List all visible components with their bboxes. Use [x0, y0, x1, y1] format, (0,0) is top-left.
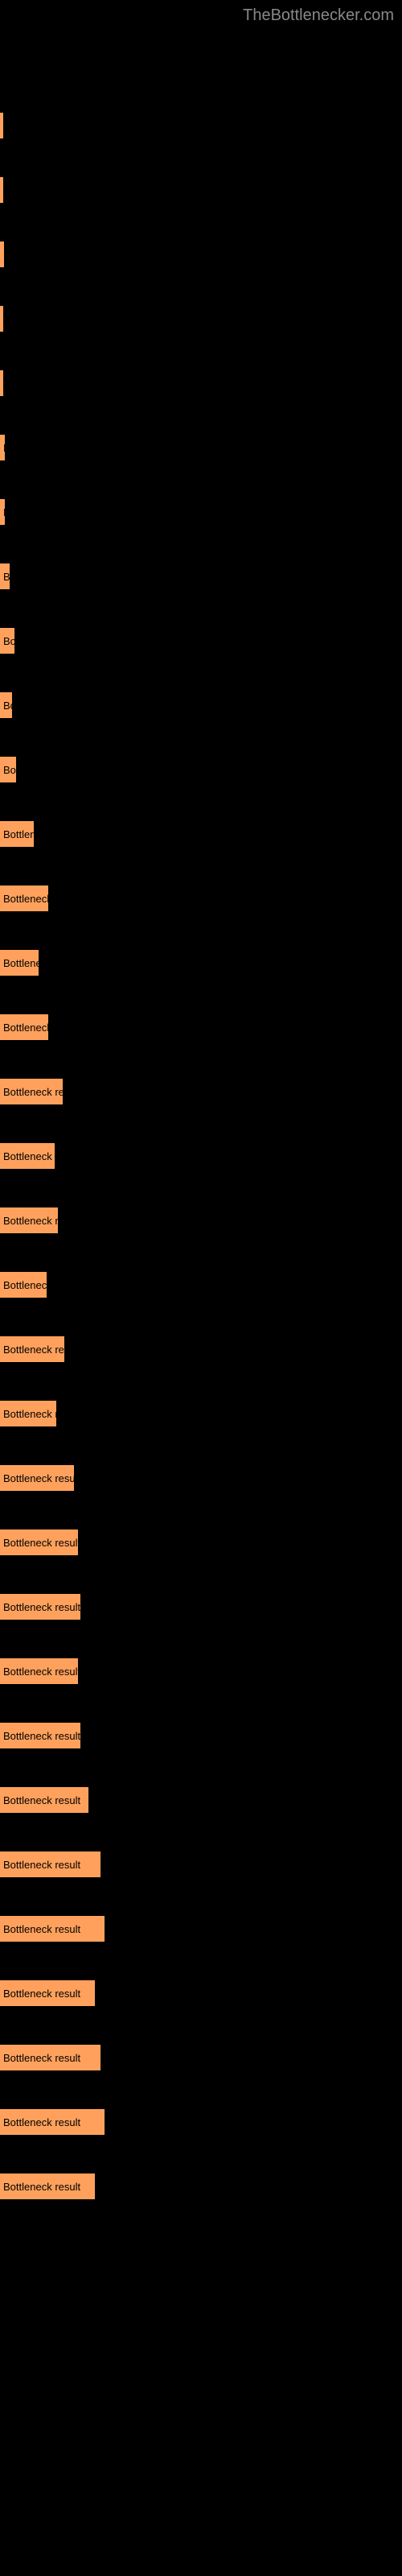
- bar-label: Bot: [3, 764, 16, 776]
- bar-row: Bottleneck result: [0, 1852, 402, 1877]
- chart-bar: Bottleneck result: [0, 1787, 88, 1813]
- chart-bar: Bottleneck result: [0, 2174, 95, 2199]
- bar-row: Bottleneck re: [0, 1014, 402, 1040]
- bar-label: E: [3, 506, 5, 518]
- chart-bar: Bottleneck result: [0, 1594, 80, 1620]
- bar-label: Bo: [3, 700, 12, 712]
- bar-label: Bot: [3, 635, 14, 647]
- bar-label: B: [3, 249, 4, 261]
- bar-row: Bottleneck result: [0, 1658, 402, 1684]
- bar-row: Bottleneck result: [0, 1916, 402, 1942]
- chart-bar: Bottleneck r: [0, 1272, 47, 1298]
- bar-label: Bottleneck result: [3, 1794, 80, 1806]
- chart-bar: [0, 370, 3, 396]
- bar-row: Bottleneck result: [0, 1336, 402, 1362]
- bar-row: Bottleneck re: [0, 886, 402, 911]
- chart-bar: [0, 113, 3, 138]
- bar-row: B: [0, 242, 402, 267]
- bar-label: Bottleneck re: [3, 1022, 48, 1034]
- chart-bar: Bottleneck result: [0, 1916, 105, 1942]
- chart-bar: Bottleneck re: [0, 886, 48, 911]
- bar-row: Bottleneck result: [0, 2109, 402, 2135]
- chart-bar: Bottleneck re: [0, 1014, 48, 1040]
- chart-bar: Bo: [0, 564, 10, 589]
- bar-row: Bottleneck resu: [0, 1208, 402, 1233]
- chart-bar: B: [0, 242, 4, 267]
- bar-row: Bottleneck result: [0, 1530, 402, 1555]
- bar-label: Bottleneck result: [3, 1730, 80, 1742]
- bar-row: Bottleneck result: [0, 1980, 402, 2006]
- bar-row: Bottleneck result: [0, 2174, 402, 2199]
- bar-row: Bottleneck r: [0, 1272, 402, 1298]
- chart-bar: Bot: [0, 757, 16, 782]
- bar-label: Bottlene: [3, 828, 34, 840]
- chart-bar: Bottleneck result: [0, 1079, 63, 1104]
- bar-chart: B E E Bo Bot Bo Bot Bottlene Bottleneck re Bottle…: [0, 0, 402, 2199]
- chart-bar: Bottleneck result: [0, 1852, 100, 1877]
- bar-row: [0, 177, 402, 203]
- chart-bar: Bottlene: [0, 821, 34, 847]
- bar-row: [0, 370, 402, 396]
- chart-bar: Bottleneck result: [0, 1658, 78, 1684]
- bar-row: Bottleneck result: [0, 2045, 402, 2070]
- bar-row: Bot: [0, 757, 402, 782]
- chart-bar: Bottlenec: [0, 950, 39, 976]
- watermark-text: TheBottlenecker.com: [243, 6, 394, 25]
- bar-row: Bottlenec: [0, 950, 402, 976]
- chart-bar: Bottleneck result: [0, 1465, 74, 1491]
- bar-label: Bottleneck result: [3, 1472, 74, 1484]
- bar-row: Bottleneck result: [0, 1465, 402, 1491]
- bar-label: Bottleneck re: [3, 893, 48, 905]
- bar-label: Bottleneck result: [3, 2181, 80, 2193]
- chart-bar: E: [0, 499, 5, 525]
- bar-label: Bottleneck r: [3, 1279, 47, 1291]
- bar-label: Bottleneck result: [3, 2116, 80, 2128]
- bar-label: Bottleneck result: [3, 1666, 78, 1678]
- bar-label: Bottleneck result: [3, 1923, 80, 1935]
- bar-label: Bottleneck res: [3, 1150, 55, 1162]
- bar-label: Bottleneck result: [3, 1988, 80, 2000]
- bar-row: E: [0, 499, 402, 525]
- chart-bar: Bottleneck result: [0, 1723, 80, 1748]
- bar-label: Bottleneck result: [3, 1086, 63, 1098]
- chart-bar: Bottleneck result: [0, 1530, 78, 1555]
- bar-label: Bottleneck result: [3, 1537, 78, 1549]
- bar-label: Bottleneck result: [3, 1859, 80, 1871]
- bar-row: Bottleneck result: [0, 1594, 402, 1620]
- bar-row: Bot: [0, 628, 402, 654]
- bar-row: Bottleneck result: [0, 1723, 402, 1748]
- chart-bar: Bo: [0, 692, 12, 718]
- chart-bar: [0, 177, 3, 203]
- bar-label: Bottleneck resu: [3, 1215, 58, 1227]
- bar-row: Bottleneck result: [0, 1079, 402, 1104]
- bar-row: Bottleneck res: [0, 1143, 402, 1169]
- bar-row: Bottleneck res: [0, 1401, 402, 1426]
- bar-label: Bottleneck res: [3, 1408, 56, 1420]
- chart-bar: Bottleneck resu: [0, 1208, 58, 1233]
- bar-label: Bottlenec: [3, 957, 39, 969]
- bar-row: Bo: [0, 692, 402, 718]
- bar-row: [0, 306, 402, 332]
- chart-bar: Bottleneck res: [0, 1143, 55, 1169]
- bar-label: Bottleneck result: [3, 1344, 64, 1356]
- bar-row: Bottlene: [0, 821, 402, 847]
- bar-row: [0, 113, 402, 138]
- chart-bar: Bottleneck res: [0, 1401, 56, 1426]
- chart-bar: [0, 306, 3, 332]
- bar-row: Bo: [0, 564, 402, 589]
- chart-bar: E: [0, 435, 5, 460]
- bar-row: E: [0, 435, 402, 460]
- chart-bar: Bot: [0, 628, 14, 654]
- chart-bar: Bottleneck result: [0, 2045, 100, 2070]
- bar-label: E: [3, 442, 5, 454]
- chart-bar: Bottleneck result: [0, 1980, 95, 2006]
- bar-label: Bottleneck result: [3, 1601, 80, 1613]
- bar-row: Bottleneck result: [0, 1787, 402, 1813]
- chart-bar: Bottleneck result: [0, 2109, 105, 2135]
- bar-label: Bottleneck result: [3, 2052, 80, 2064]
- chart-bar: Bottleneck result: [0, 1336, 64, 1362]
- bar-label: Bo: [3, 571, 10, 583]
